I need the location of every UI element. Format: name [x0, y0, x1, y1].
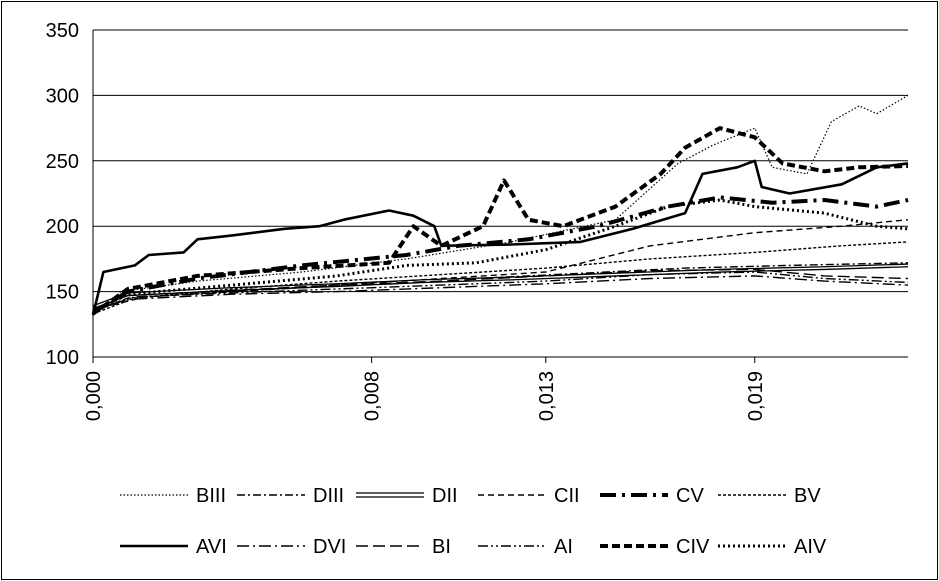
x-axis-tick-labels: 0,000 0,008 0,013 0,019	[83, 371, 767, 421]
legend-label-BI: BI	[432, 536, 451, 558]
x-tick-label: 0,013	[536, 371, 558, 421]
series-line-BIII	[92, 94, 909, 316]
series-line-BI	[92, 268, 909, 310]
series-line-CII	[92, 219, 909, 311]
series-line-DII-outer	[92, 263, 909, 310]
series-line-CV	[91, 195, 909, 315]
y-axis-tick-labels: 100 150 200 250 300 350	[46, 20, 79, 369]
series-lines	[91, 94, 909, 316]
legend-label-CV: CV	[676, 485, 704, 507]
x-tick-label: 0,019	[745, 371, 767, 421]
legend-label-AVI: AVI	[196, 536, 227, 558]
series-line-AIV	[92, 198, 909, 314]
axes	[92, 30, 908, 363]
legend: BIII DIII DII CII CV BV AVI DVI BI AI CIV AIV	[120, 485, 827, 558]
legend-label-BV: BV	[794, 485, 821, 507]
series-line-DII	[92, 264, 909, 308]
legend-label-CIV: CIV	[676, 536, 710, 558]
series-line-AI	[92, 271, 909, 312]
legend-label-BIII: BIII	[196, 485, 226, 507]
legend-label-CII: CII	[554, 485, 580, 507]
y-tick-label: 250	[46, 151, 79, 173]
x-tick-label: 0,008	[362, 371, 384, 421]
y-tick-label: 350	[46, 20, 79, 42]
x-tick-label: 0,000	[83, 371, 105, 421]
y-tick-label: 100	[46, 347, 79, 369]
series-line-AVI	[91, 159, 909, 316]
legend-label-AI: AI	[554, 536, 573, 558]
series-line-BV	[92, 241, 909, 315]
series-line-DVI	[92, 275, 909, 311]
legend-label-AIV: AIV	[794, 536, 827, 558]
legend-label-DIII: DIII	[313, 485, 344, 507]
legend-label-DVI: DVI	[313, 536, 346, 558]
series-line-CIV	[91, 126, 909, 316]
y-tick-label: 300	[46, 85, 79, 107]
y-tick-label: 200	[46, 216, 79, 238]
y-tick-label: 150	[46, 282, 79, 304]
legend-label-DII: DII	[432, 485, 458, 507]
